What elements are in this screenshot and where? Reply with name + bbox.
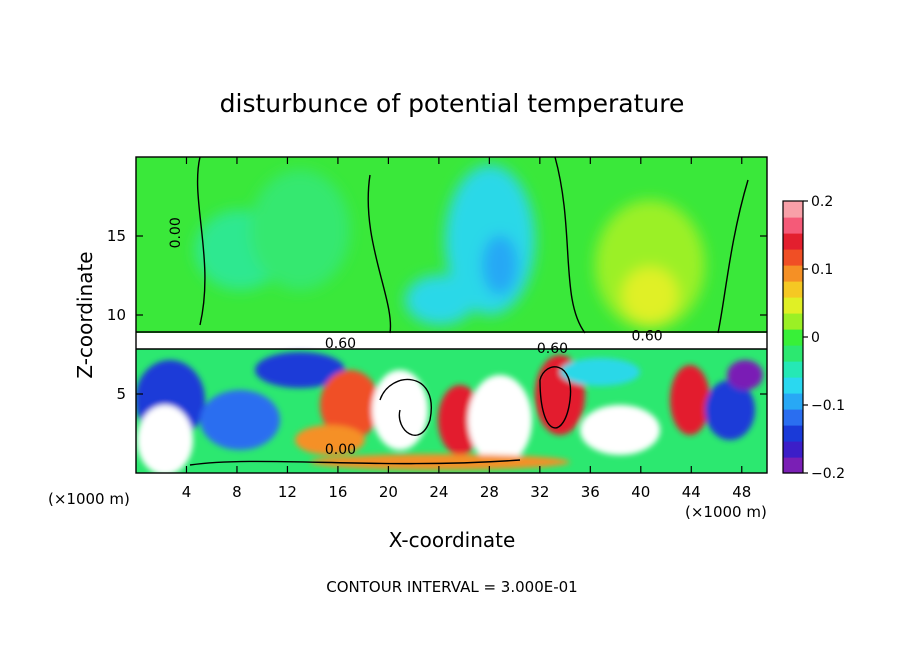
colorbar-swatch (783, 249, 803, 266)
contour-interval-note: CONTOUR INTERVAL = 3.000E-01 (326, 578, 577, 596)
colorbar-tick-label: 0 (811, 330, 820, 346)
colorbar-swatch (783, 377, 803, 394)
x-tick-label: 4 (182, 483, 192, 501)
contour-label: 0.00 (325, 442, 356, 458)
x-tick-label: 24 (429, 483, 448, 501)
contour-line (196, 157, 206, 326)
x-tick-label: 48 (732, 483, 751, 501)
stable-layer (136, 333, 767, 349)
colorbar-tick-label: 0.2 (811, 194, 833, 210)
x-tick-label: 28 (480, 483, 499, 501)
x-tick-label: 20 (379, 483, 398, 501)
contour-line (539, 366, 572, 429)
y-tick-label: 5 (116, 385, 126, 403)
contour-line (189, 459, 521, 466)
contour-lines (136, 157, 767, 466)
colorbar-swatch (783, 265, 803, 282)
x-tick-label: 40 (631, 483, 650, 501)
x-tick-label: 12 (278, 483, 297, 501)
colorbar-swatch (783, 441, 803, 458)
colorbar-swatch (783, 281, 803, 298)
colorbar-swatch (783, 297, 803, 314)
colorbar-swatch (783, 361, 803, 378)
lower-layer-eddies (136, 352, 763, 473)
colorbar-swatch (783, 201, 803, 218)
x-axis-ticks: 4 8 12 16 20 24 28 32 36 40 44 48 (182, 157, 751, 501)
colorbar-swatch (783, 217, 803, 234)
x-tick-label: 36 (581, 483, 600, 501)
plot-area (136, 157, 767, 473)
contour-line (717, 179, 749, 334)
y-tick-label: 10 (107, 306, 126, 324)
contour-label: 0.60 (632, 328, 663, 344)
x-axis-label: X-coordinate (389, 528, 516, 552)
colorbar-swatch (783, 425, 803, 442)
x-tick-label: 16 (328, 483, 347, 501)
chart-title: disturbunce of potential temperature (220, 89, 685, 118)
upper-layer-anomalies (195, 165, 705, 330)
contour-line (554, 157, 586, 334)
contour-labels: 0.00 0.60 0.60 0.60 0.00 (168, 217, 663, 458)
y-axis-ticks: 5 10 15 (107, 227, 767, 403)
x-unit-left: (×1000 m) (48, 490, 130, 508)
x-tick-label: 32 (530, 483, 549, 501)
contour-line (379, 378, 433, 436)
contour-label: 0.60 (325, 336, 356, 352)
colorbar-tick-label: −0.1 (811, 398, 845, 414)
colorbar-swatch (783, 329, 803, 346)
colorbar-swatch (783, 313, 803, 330)
x-tick-label: 8 (232, 483, 242, 501)
colorbar-tick-label: 0.1 (811, 262, 833, 278)
contour-label: 0.00 (168, 217, 184, 248)
colorbar: 0.2 0.1 0 −0.1 −0.2 (782, 194, 845, 482)
y-axis-label: Z-coordinate (73, 251, 97, 378)
contour-label: 0.60 (537, 341, 568, 357)
x-unit-right: (×1000 m) (685, 503, 767, 521)
colorbar-swatch (783, 409, 803, 426)
y-tick-label: 15 (107, 227, 126, 245)
x-tick-label: 44 (682, 483, 701, 501)
colorbar-swatch (783, 393, 803, 410)
colorbar-swatch (783, 345, 803, 362)
colorbar-swatch (783, 233, 803, 250)
colorbar-swatch (783, 457, 803, 474)
contour-line (367, 174, 392, 334)
colorbar-tick-label: −0.2 (811, 466, 845, 482)
